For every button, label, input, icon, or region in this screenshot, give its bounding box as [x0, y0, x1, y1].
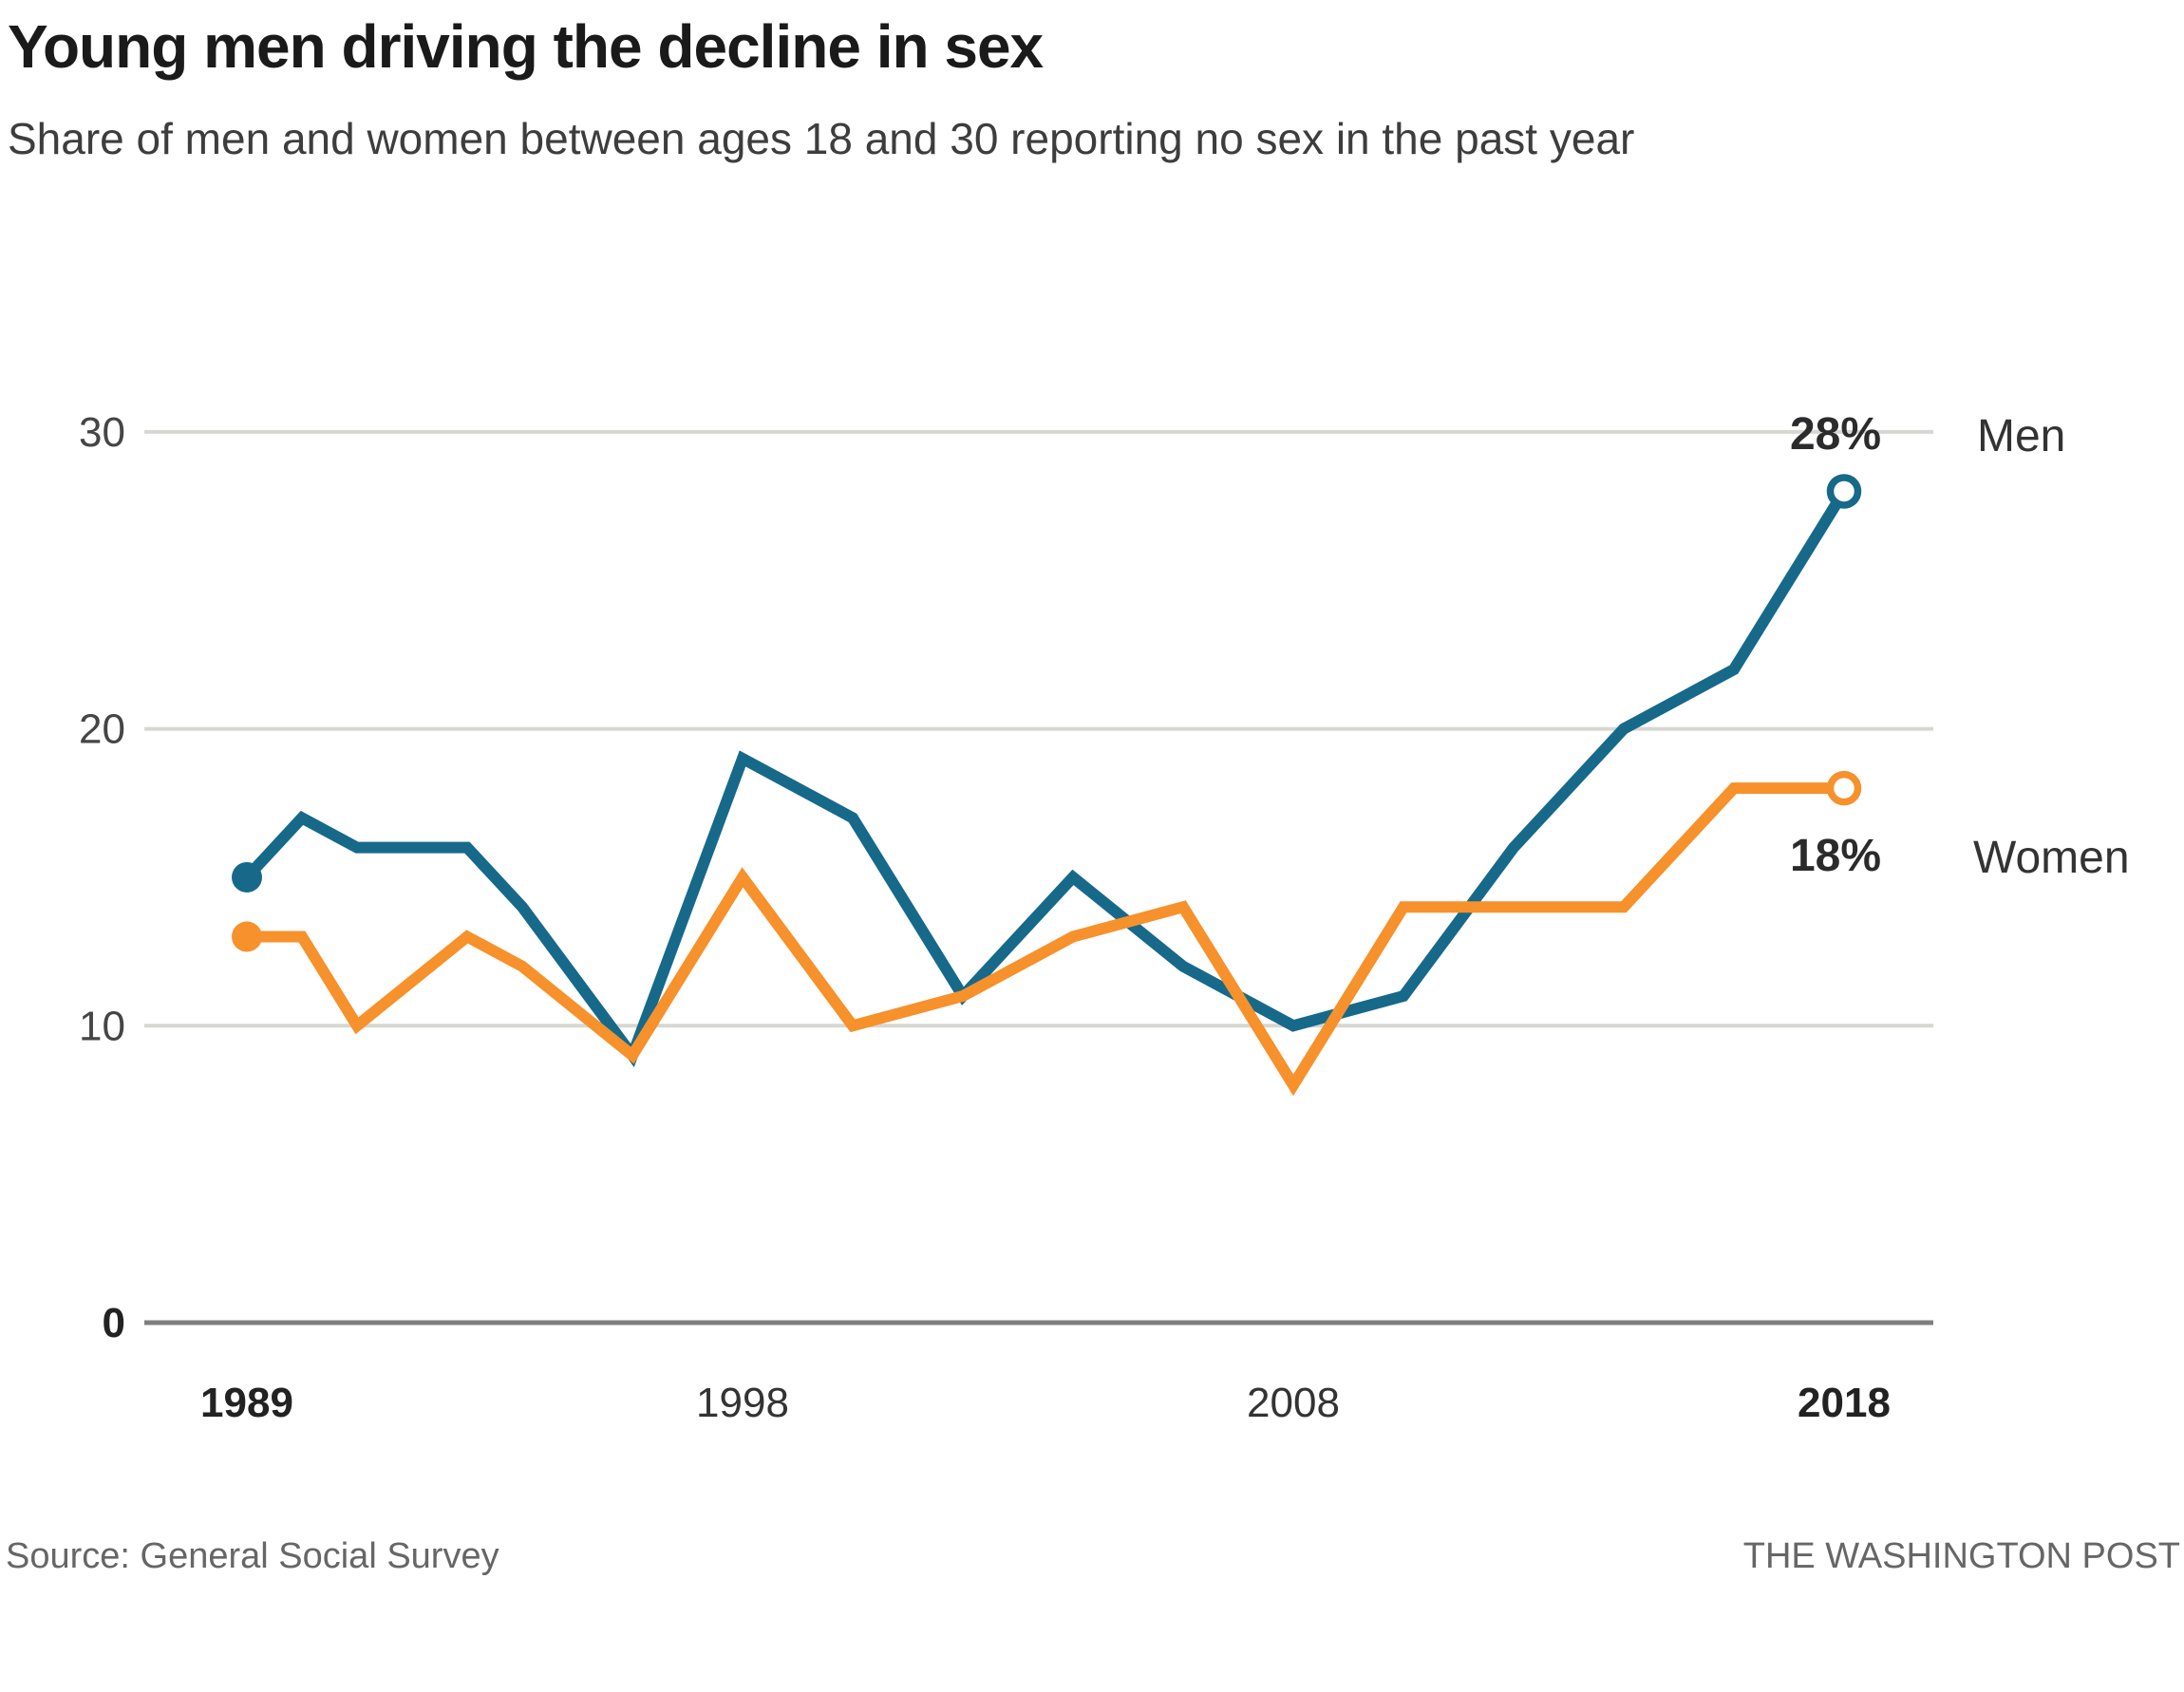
y-tick-label-30: 30 — [79, 409, 125, 456]
women-series-label: Women — [1973, 833, 2130, 883]
y-tick-label-20: 20 — [79, 706, 125, 753]
x-tick-label-2008: 2008 — [1247, 1380, 1340, 1426]
women-line — [247, 782, 1844, 1097]
publisher-credit: THE WASHINGTON POST — [1742, 1536, 2180, 1576]
page-title: Young men driving the decline in sex — [8, 12, 1044, 81]
men-end-ring — [1826, 474, 1862, 509]
men-start-dot — [232, 861, 262, 893]
men-series-label: Men — [1977, 411, 2066, 461]
x-tick-label-1989: 1989 — [200, 1380, 293, 1426]
women-start-dot — [232, 921, 262, 952]
x-tick-label-1998: 1998 — [696, 1380, 789, 1426]
women-end-value-label: 18% — [1789, 831, 1882, 881]
source-note: Source: General Social Survey — [6, 1536, 499, 1576]
women-end-ring — [1826, 770, 1862, 806]
chart-subtitle: Share of men and women between ages 18 a… — [8, 114, 1635, 163]
men-line — [242, 488, 1850, 1068]
men-end-value-label: 28% — [1789, 409, 1882, 460]
x-tick-label-2018: 2018 — [1798, 1380, 1891, 1426]
y-tick-label-10: 10 — [79, 1003, 125, 1049]
y-tick-label-0: 0 — [103, 1300, 125, 1346]
